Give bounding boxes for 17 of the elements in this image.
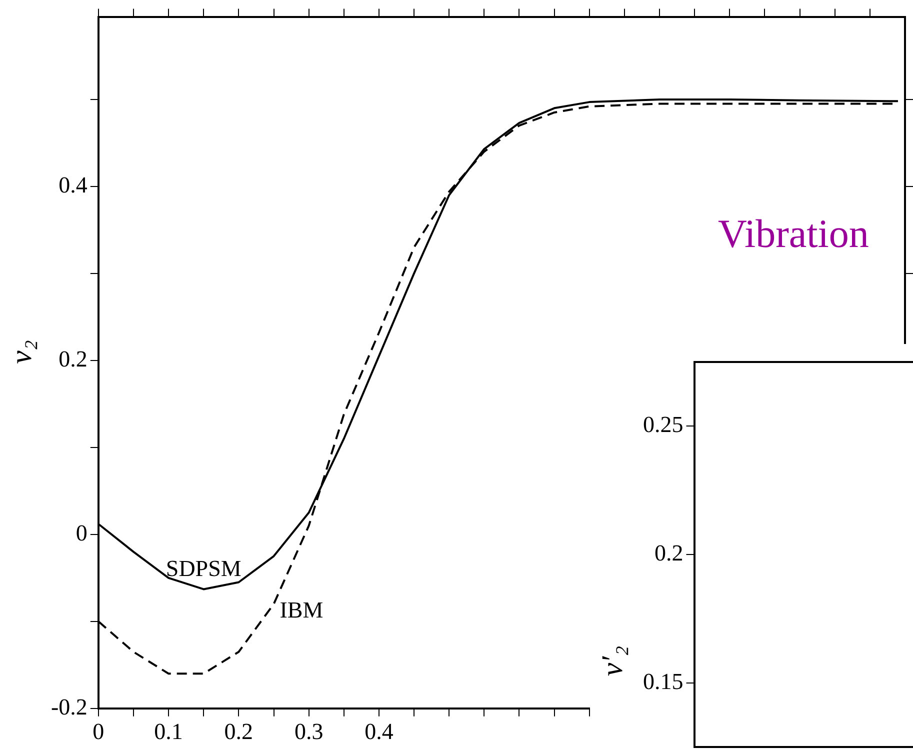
annotation: 0.15 (643, 669, 684, 694)
y-tick-label: -0.2 (50, 694, 88, 720)
x-tick-label: 0 (92, 719, 104, 744)
x-tick-label: 0.4 (364, 719, 394, 744)
y-tick-label: 0.2 (58, 346, 88, 372)
series-label: SDPSM (166, 556, 242, 581)
y-tick-label: 0.4 (58, 172, 88, 198)
x-tick-label: 0.2 (224, 719, 254, 744)
text: v′₂ (596, 646, 630, 676)
series-label: IBM (280, 598, 324, 623)
annotation: 0.2 (654, 540, 684, 566)
annotation: 0.25 (643, 412, 684, 438)
x-tick-label: 0.1 (154, 719, 183, 744)
y-tick-label: 0 (76, 520, 88, 546)
annotation: Vibration (718, 210, 869, 257)
x-tick-label: 0.3 (294, 719, 324, 744)
y-axis-title: v₂ (4, 340, 39, 364)
